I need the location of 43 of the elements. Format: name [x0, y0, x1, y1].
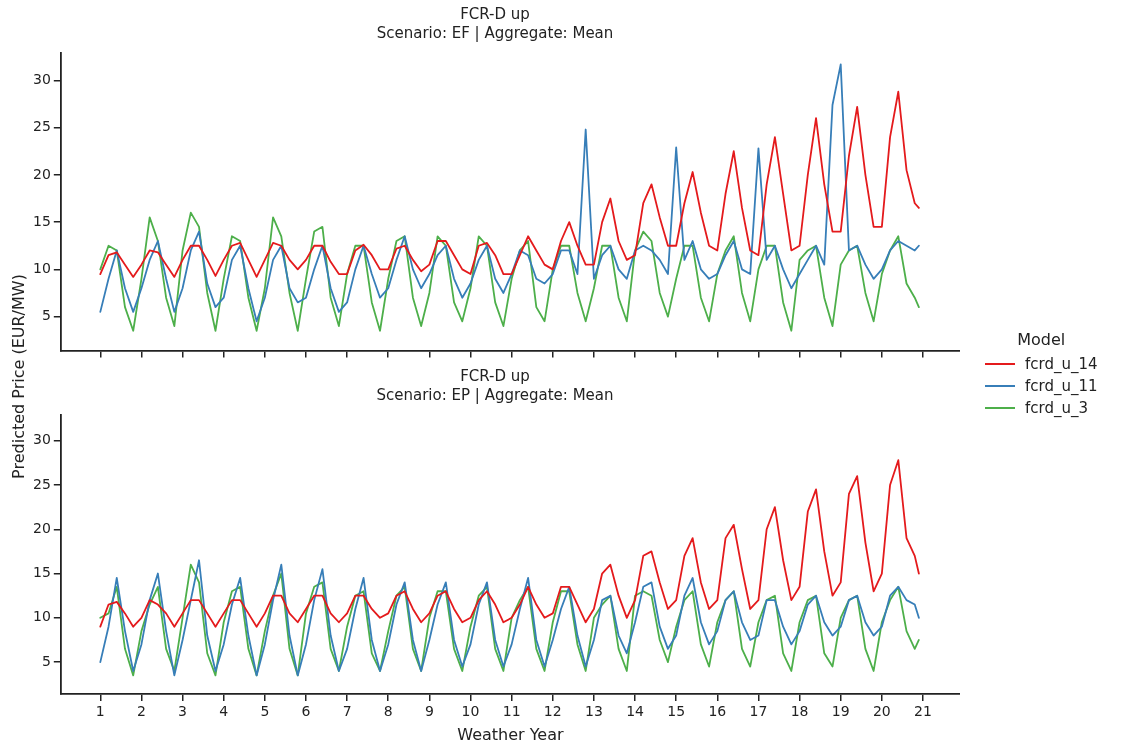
x-tick-label: 21: [914, 703, 932, 720]
x-tick-label: 15: [667, 703, 686, 720]
y-tick-label: 10: [32, 608, 51, 625]
x-tick-label: 2: [136, 703, 146, 720]
x-tick-label: 18: [790, 703, 809, 720]
x-tick-label: 13: [584, 703, 603, 720]
x-tick-label: 4: [219, 703, 229, 720]
x-tick-label: 20: [872, 703, 891, 720]
y-tick-label: 30: [32, 71, 51, 88]
y-tick-label: 5: [41, 307, 51, 324]
y-tick-label: 20: [32, 519, 51, 536]
chart-subtitle: Scenario: EF | Aggregate: Mean: [376, 23, 614, 42]
x-tick-label: 9: [424, 703, 434, 720]
x-tick-label: 8: [383, 703, 393, 720]
x-tick-label: 19: [831, 703, 850, 720]
chart-subtitle: Scenario: EP | Aggregate: Mean: [376, 385, 614, 404]
x-tick-label: 10: [461, 703, 480, 720]
x-tick-label: 1: [95, 703, 105, 720]
x-tick-label: 17: [749, 703, 768, 720]
x-tick-label: 6: [301, 703, 311, 720]
y-tick-label: 25: [32, 475, 51, 492]
y-tick-label: 5: [41, 652, 51, 669]
x-tick-label: 7: [342, 703, 352, 720]
y-tick-label: 15: [32, 564, 51, 581]
x-axis-title: Weather Year: [457, 724, 564, 744]
x-tick-label: 16: [708, 703, 727, 720]
x-tick-label: 12: [543, 703, 562, 720]
y-tick-label: 25: [32, 118, 51, 135]
y-tick-label: 15: [32, 212, 51, 229]
chart-title: FCR-D up: [460, 366, 530, 385]
legend-label: fcrd_u_11: [1025, 377, 1098, 395]
x-tick-label: 3: [178, 703, 188, 720]
legend-label: fcrd_u_14: [1025, 355, 1098, 373]
legend-label: fcrd_u_3: [1025, 399, 1089, 417]
y-tick-label: 20: [32, 165, 51, 182]
y-tick-label: 30: [32, 431, 51, 448]
x-tick-label: 14: [626, 703, 645, 720]
legend-title: Model: [1016, 330, 1067, 349]
x-tick-label: 11: [502, 703, 521, 720]
y-tick-label: 10: [32, 259, 51, 276]
y-axis-title: Predicted Price (EUR/MW): [8, 273, 28, 479]
x-tick-label: 5: [260, 703, 270, 720]
chart-title: FCR-D up: [460, 4, 530, 23]
